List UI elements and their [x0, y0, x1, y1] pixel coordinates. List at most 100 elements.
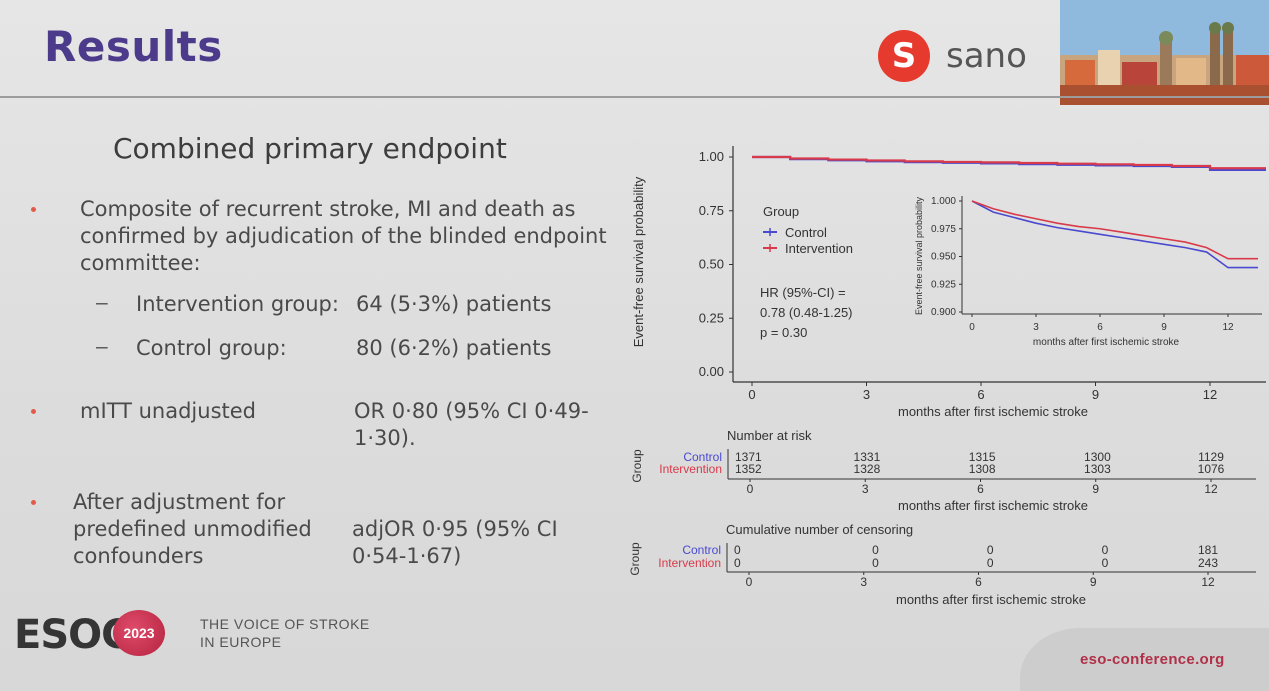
inset-y-axis-label: Event-free survival probability: [914, 196, 924, 315]
risk-table-x-label: months after first ischemic stroke: [898, 498, 1088, 513]
tagline: THE VOICE OF STROKE IN EUROPE: [200, 615, 370, 651]
inset-x-tick-label: 0: [969, 322, 975, 333]
inset-x-axis-label: months after first ischemic stroke: [1033, 337, 1180, 348]
table-cell: 1076: [1198, 462, 1225, 476]
section-subtitle: Combined primary endpoint: [113, 132, 507, 165]
adjusted-value-line: 0·54-1·67): [352, 544, 462, 568]
table-x-tick-label: 6: [975, 575, 982, 589]
table-cell: 0: [987, 543, 994, 557]
table-x-tick-label: 9: [1090, 575, 1097, 589]
url-backdrop: [1020, 628, 1269, 691]
inset-chart: Event-free survival probability months a…: [914, 196, 1262, 348]
year-badge-text: 2023: [123, 625, 155, 641]
hr-annotation: HR (95%-CI) = 0.78 (0.48-1.25) p = 0.30: [760, 285, 853, 340]
inset-x-tick-label: 12: [1222, 322, 1234, 333]
table-x-tick-label: 3: [862, 482, 869, 496]
table-cell: 243: [1198, 556, 1218, 570]
table-cell: 1300: [1084, 450, 1111, 464]
table-x-tick-label: 9: [1092, 482, 1099, 496]
bullet-dot: [31, 409, 36, 414]
inset-line-control: [971, 200, 1258, 269]
dash-marker: –: [96, 291, 108, 314]
table-x-tick-label: 0: [746, 575, 753, 589]
bullet-dot: [31, 500, 36, 505]
control-label: Control group:: [136, 336, 287, 360]
table-cell: 0: [734, 556, 741, 570]
table-cell: 1331: [854, 450, 881, 464]
adjusted-label-line: predefined unmodified: [73, 517, 312, 541]
header: Results S sano: [0, 0, 1269, 105]
table-cell: 0: [1102, 543, 1109, 557]
x-axis-label: months after first ischemic stroke: [898, 404, 1088, 419]
y-tick-label: 0.75: [699, 203, 724, 218]
inset-line-intervention: [971, 200, 1258, 260]
table-cell: 1328: [854, 462, 881, 476]
dash-marker: –: [96, 335, 108, 358]
brand-name: sano: [946, 36, 1027, 76]
table-cell: 1352: [735, 462, 762, 476]
risk-table-group-label: Group: [630, 449, 644, 483]
censor-table-group-label: Group: [628, 542, 642, 576]
x-tick-label: 9: [1092, 387, 1099, 402]
inset-x-tick-label: 3: [1033, 322, 1039, 333]
censor-row-intervention-label: Intervention: [658, 556, 721, 570]
bullet-composite: Composite of recurrent stroke, MI and de…: [80, 196, 607, 277]
table-x-tick-label: 6: [977, 482, 984, 496]
mitt-label: mITT unadjusted: [80, 399, 256, 423]
inset-x-tick-label: 9: [1161, 322, 1167, 333]
adjusted-value-line: adjOR 0·95 (95% CI: [352, 517, 558, 541]
inset-y-tick-label: 0.925: [931, 279, 956, 290]
table-cell: 0: [872, 543, 879, 557]
year-badge: 2023: [113, 610, 165, 656]
x-tick-label: 0: [748, 387, 755, 402]
table-cell: 0: [1102, 556, 1109, 570]
conference-url[interactable]: eso-conference.org: [1080, 651, 1225, 668]
table-cell: 1315: [969, 450, 996, 464]
adjusted-label-line: After adjustment for: [73, 490, 286, 514]
sano-logo-icon: S: [878, 30, 930, 82]
x-tick-label: 12: [1203, 387, 1217, 402]
table-x-tick-label: 3: [860, 575, 867, 589]
table-cell: 0: [872, 556, 879, 570]
legend-control-label: Control: [785, 225, 827, 240]
risk-table: Number at risk Group Control Interventio…: [630, 428, 1256, 513]
bullet-line: confirmed by adjudication of the blinded…: [80, 224, 607, 248]
header-divider: [0, 96, 1269, 98]
legend-title: Group: [763, 204, 799, 219]
city-skyline-image: [1060, 0, 1269, 105]
table-x-tick-label: 12: [1204, 482, 1218, 496]
table-cell: 1308: [969, 462, 996, 476]
hr-line1: HR (95%-CI) =: [760, 285, 846, 300]
adjusted-label-line: confounders: [73, 544, 204, 568]
legend-intervention-label: Intervention: [785, 241, 853, 256]
esoc-logo: ESOC: [14, 612, 130, 658]
inset-y-tick-label: 0.975: [931, 224, 956, 235]
mitt-value: OR 0·80 (95% CI 0·49- 1·30).: [354, 398, 589, 452]
inset-y-tick-label: 0.900: [931, 307, 956, 318]
mitt-value-line: 1·30).: [354, 426, 416, 450]
x-tick-label: 6: [977, 387, 984, 402]
table-cell: 0: [987, 556, 994, 570]
inset-y-tick-label: 0.950: [931, 252, 956, 263]
inset-y-tick-label: 1.000: [931, 196, 956, 207]
mitt-value-line: OR 0·80 (95% CI 0·49-: [354, 399, 589, 423]
table-x-tick-label: 12: [1201, 575, 1215, 589]
censor-row-control-label: Control: [682, 543, 721, 557]
bullet-line: Composite of recurrent stroke, MI and de…: [80, 197, 576, 221]
page-title: Results: [44, 22, 223, 71]
intervention-label: Intervention group:: [136, 292, 339, 316]
legend: Group Control Intervention: [763, 204, 853, 256]
censor-table-x-label: months after first ischemic stroke: [896, 592, 1086, 607]
table-cell: 1303: [1084, 462, 1111, 476]
main-axes: Event-free survival probability months a…: [631, 146, 1266, 419]
table-cell: 1371: [735, 450, 762, 464]
y-tick-label: 0.50: [699, 257, 724, 272]
risk-table-title: Number at risk: [727, 428, 812, 443]
tagline-line: IN EUROPE: [200, 634, 282, 650]
adjusted-value: adjOR 0·95 (95% CI 0·54-1·67): [352, 516, 558, 570]
tagline-line: THE VOICE OF STROKE: [200, 616, 370, 632]
y-tick-label: 0.25: [699, 310, 724, 325]
censor-table: Cumulative number of censoring Group Con…: [628, 522, 1256, 607]
y-axis-label: Event-free survival probability: [631, 176, 646, 347]
